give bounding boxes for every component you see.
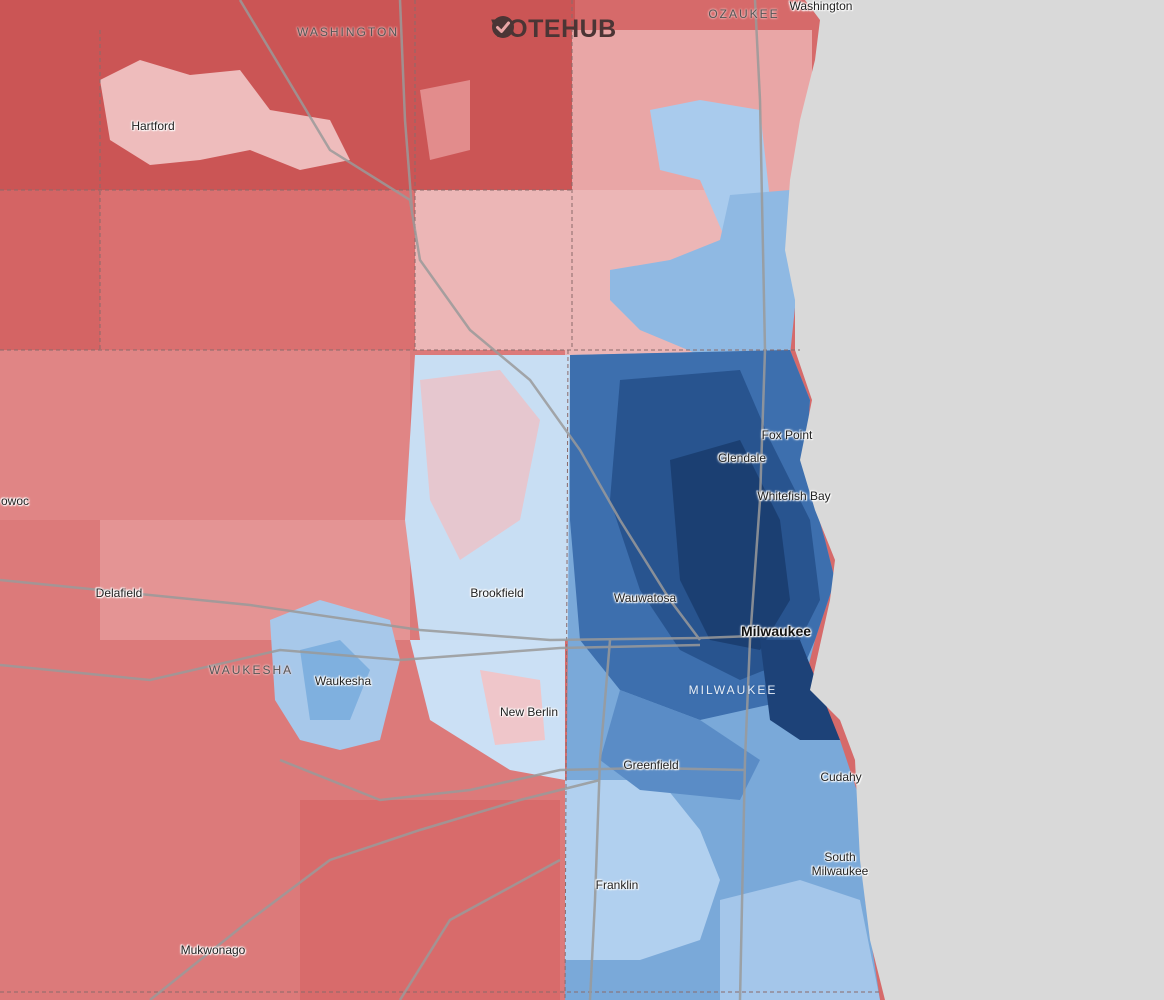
county-label-milwaukee: MILWAUKEE (688, 683, 778, 697)
place-label-waukesha[interactable]: Waukesha (314, 674, 372, 688)
place-label-new-berlin[interactable]: New Berlin (499, 705, 559, 719)
north-shore-suburbs (610, 190, 800, 355)
region-red-light (0, 350, 410, 520)
region-red-mid (100, 190, 415, 350)
place-label-mukwonago[interactable]: Mukwonago (180, 943, 246, 957)
brookfield-mixed (420, 370, 540, 560)
place-label-whitefish-bay[interactable]: Whitefish Bay (757, 489, 831, 503)
place-label-milwaukee[interactable]: Milwaukee (740, 623, 812, 639)
place-label-glendale[interactable]: Glendale (717, 451, 767, 465)
region-red-spot (420, 80, 470, 160)
region-red-south (300, 800, 560, 1000)
county-label-washington: WASHINGTON (296, 25, 400, 39)
place-label-wauwatosa[interactable]: Wauwatosa (613, 591, 677, 605)
county-label-waukesha: WAUKESHA (208, 663, 294, 677)
place-label-hartford[interactable]: Hartford (131, 119, 175, 133)
county-label-ozaukee: OZAUKEE (708, 7, 780, 21)
new-berlin-mixed (480, 670, 545, 745)
new-berlin-area (410, 640, 565, 780)
votehub-logo: VOTEHUB (491, 15, 617, 44)
place-label-cudahy[interactable]: Cudahy (820, 770, 862, 784)
highways (0, 0, 781, 1000)
place-label-south-milwaukee[interactable]: South Milwaukee (811, 850, 869, 878)
place-label-greenfield[interactable]: Greenfield (623, 758, 679, 772)
oak-creek-area (720, 880, 880, 1000)
washington-county-area (0, 0, 575, 195)
place-label-fox-point[interactable]: Fox Point (761, 428, 813, 442)
place-label-franklin[interactable]: Franklin (595, 878, 639, 892)
place-label-owoc[interactable]: owoc (0, 494, 30, 508)
waukesha-core (300, 640, 370, 720)
greenfield-area (600, 690, 760, 800)
hartford-area (100, 60, 350, 170)
lake-michigan (785, 0, 1164, 1000)
place-label-washington[interactable]: Washington (789, 0, 853, 13)
place-label-brookfield[interactable]: Brookfield (470, 586, 524, 600)
county-borders (0, 0, 880, 1000)
franklin-area (565, 780, 720, 960)
place-label-delafield[interactable]: Delafield (95, 586, 143, 600)
check-circle-icon (492, 16, 514, 38)
bay-view-area (760, 640, 840, 740)
